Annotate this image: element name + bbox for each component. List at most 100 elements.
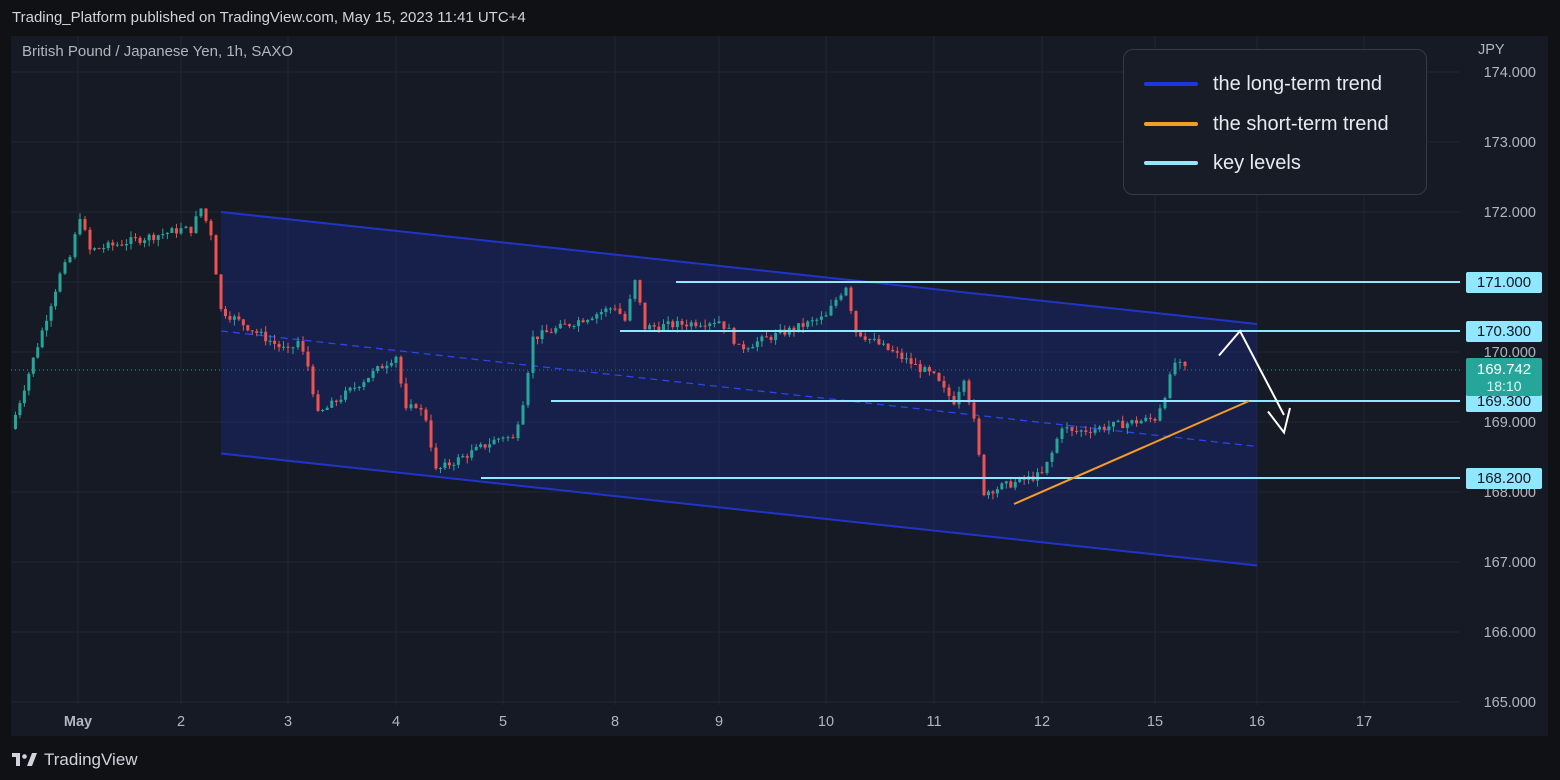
- time-tick-label: 16: [1249, 714, 1265, 730]
- candle-body: [501, 437, 505, 439]
- price-tick-label: 172.000: [1484, 205, 1536, 221]
- candle-body: [22, 390, 26, 404]
- candle-body: [613, 308, 617, 310]
- candle-body: [982, 454, 986, 496]
- candle-body: [152, 234, 156, 240]
- candle-body: [470, 450, 474, 458]
- candle-body: [572, 325, 576, 327]
- candle-body: [918, 364, 922, 372]
- candle-body: [737, 343, 741, 345]
- candle-body: [703, 325, 707, 327]
- candle-body: [886, 343, 890, 350]
- candle-body: [1004, 481, 1008, 484]
- candle-body: [1036, 472, 1040, 481]
- time-tick-label: 4: [392, 714, 400, 730]
- candle-body: [1158, 408, 1162, 421]
- projection-arrow-line: [1218, 329, 1285, 416]
- last-price-label: 169.742: [1477, 361, 1531, 378]
- candle-body: [474, 446, 478, 451]
- candle-body: [45, 320, 49, 331]
- legend-item-key-levels: key levels: [1144, 151, 1301, 175]
- time-tick-label: 9: [715, 714, 723, 730]
- candle-body: [339, 399, 343, 402]
- candle-body: [348, 387, 352, 391]
- candle-body: [581, 320, 585, 323]
- candle-body: [111, 242, 115, 246]
- candle-body: [995, 489, 999, 494]
- candle-body: [447, 462, 451, 466]
- candle-body: [801, 323, 805, 327]
- price-tick-label: 165.000: [1484, 695, 1536, 711]
- key-level-tag: 168.200: [1466, 468, 1542, 489]
- key-level-tag: 171.000: [1466, 272, 1542, 293]
- bar-countdown-label: 18:10: [1486, 378, 1521, 394]
- candle-body: [666, 321, 670, 325]
- candle-body: [1168, 374, 1172, 398]
- candle-body: [129, 237, 133, 245]
- candle-body: [727, 327, 731, 329]
- candle-body: [824, 315, 828, 317]
- candle-body: [1153, 418, 1157, 421]
- tradingview-logo-icon: [12, 753, 37, 766]
- candle-body: [394, 356, 398, 363]
- candle-body: [859, 332, 863, 337]
- candle-body: [311, 366, 315, 395]
- tradingview-branding[interactable]: TradingView: [12, 748, 138, 772]
- candle-body: [849, 287, 853, 312]
- legend-swatch-long-term: [1144, 82, 1198, 86]
- candle-body: [717, 321, 721, 324]
- candle-body: [301, 341, 305, 352]
- candle-body: [554, 328, 558, 333]
- candle-body: [443, 462, 447, 468]
- candle-body: [531, 336, 535, 373]
- candle-body: [429, 420, 433, 448]
- key-level-tag: 169.300: [1466, 391, 1542, 412]
- candle-body: [250, 330, 254, 332]
- candle-body: [214, 235, 218, 275]
- currency-label: JPY: [1478, 42, 1505, 58]
- candle-body: [648, 325, 652, 330]
- candle-body: [232, 316, 236, 320]
- key-level-tag-label: 170.300: [1477, 323, 1531, 340]
- legend-item-long-term: the long-term trend: [1144, 72, 1382, 96]
- candle-body: [434, 447, 438, 469]
- candle-body: [712, 323, 716, 325]
- candle-body: [366, 377, 370, 383]
- candle-body: [102, 248, 106, 250]
- candle-body: [371, 370, 375, 378]
- candle-body: [1107, 426, 1111, 430]
- key-level-tag-label: 169.300: [1477, 393, 1531, 410]
- candle-body: [78, 219, 82, 235]
- candle-body: [204, 208, 208, 221]
- time-tick-label: 2: [177, 714, 185, 730]
- candle-body: [97, 248, 101, 250]
- channel-upper-line: [220, 211, 1258, 325]
- candle-body: [942, 380, 946, 388]
- candle-body: [199, 208, 203, 217]
- candle-body: [1065, 427, 1069, 429]
- candle-body: [623, 313, 627, 321]
- time-tick-label: 17: [1356, 714, 1372, 730]
- candle-body: [83, 219, 87, 230]
- price-tick-label: 173.000: [1484, 135, 1536, 151]
- candle-body: [357, 386, 361, 388]
- key-level-tag-bg: [1466, 272, 1542, 293]
- candle-body: [1013, 481, 1017, 488]
- candle-body: [273, 340, 277, 344]
- candle-body: [783, 329, 787, 335]
- candle-body: [1045, 461, 1049, 474]
- candle-body: [986, 491, 990, 496]
- candle-body: [296, 341, 300, 348]
- candle-body: [872, 338, 876, 340]
- candle-body: [577, 320, 581, 326]
- candle-body: [586, 319, 590, 323]
- candle-body: [1088, 431, 1092, 433]
- candle-body: [967, 380, 971, 403]
- candle-body: [1098, 426, 1102, 430]
- candle-body: [764, 336, 768, 338]
- candle-body: [1125, 423, 1129, 429]
- candle-body: [268, 340, 272, 342]
